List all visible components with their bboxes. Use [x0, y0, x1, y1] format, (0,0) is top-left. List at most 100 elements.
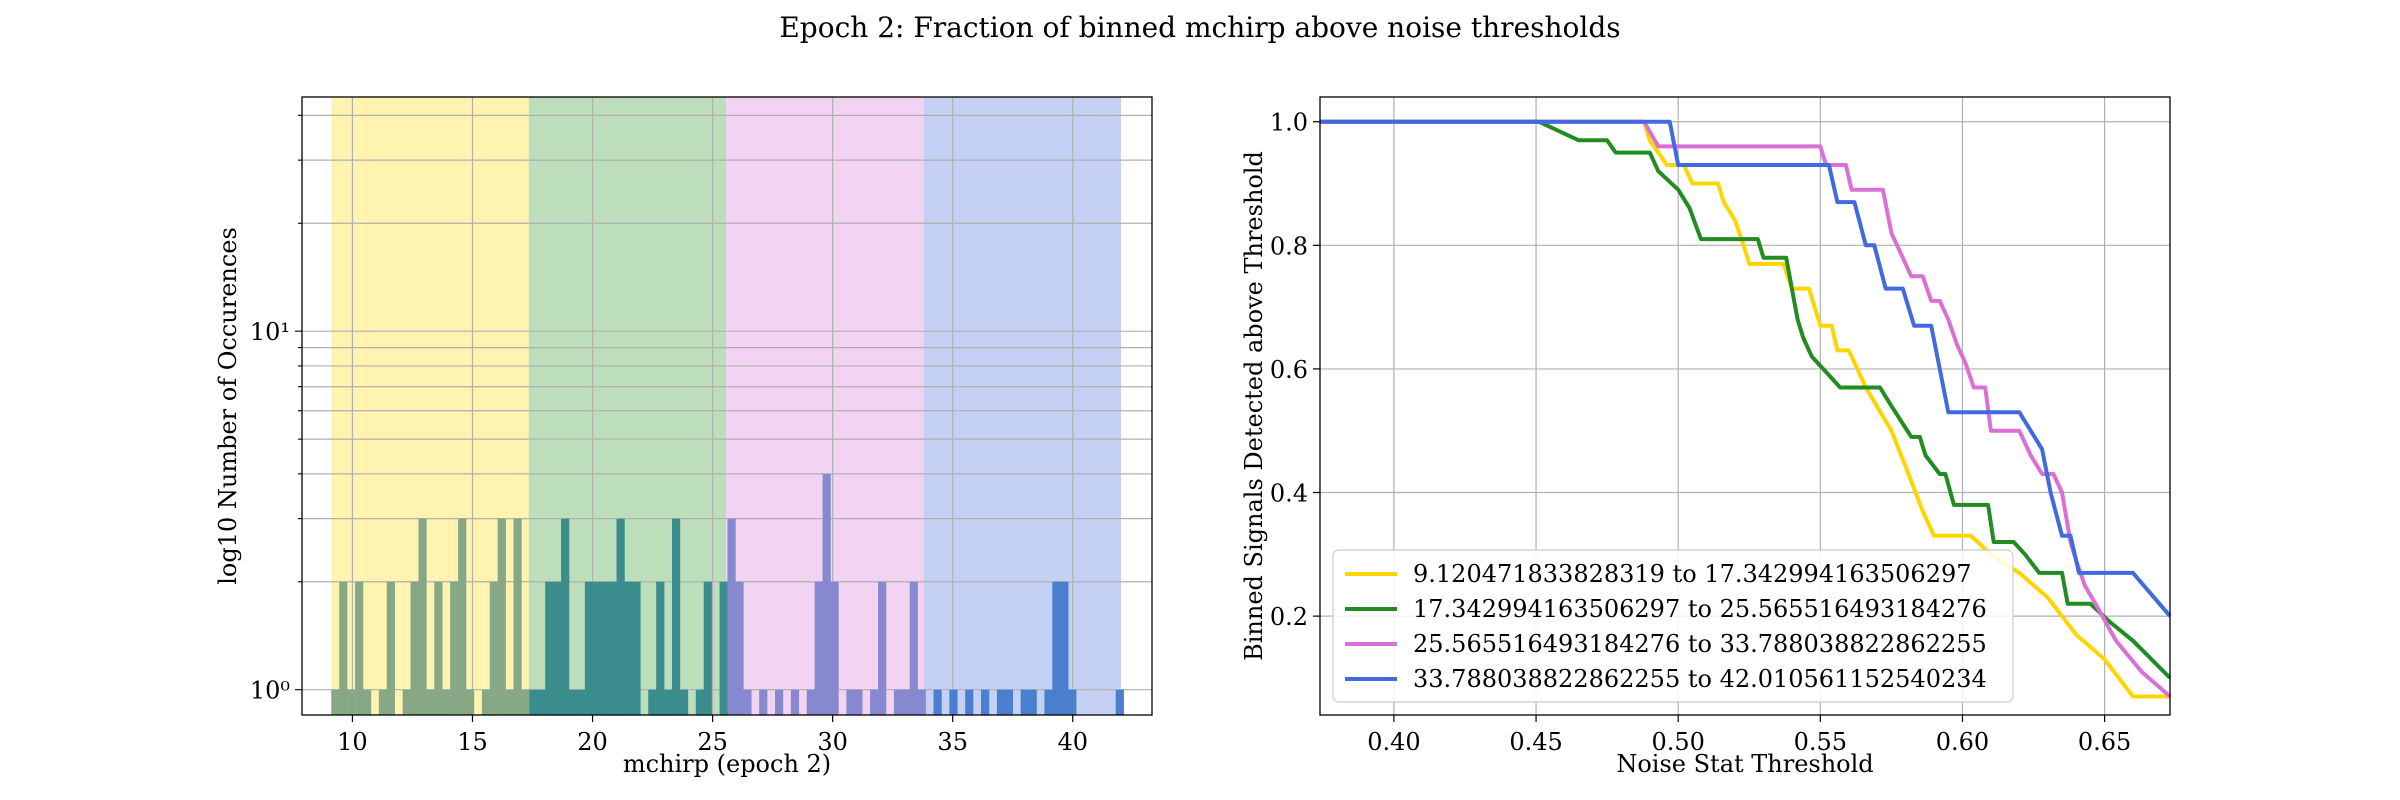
- legend-label-3: 25.565516493184276 to 33.788038822862255: [1413, 630, 1987, 658]
- histogram-bar: [672, 518, 681, 715]
- mchirp-band-4: [923, 97, 1122, 715]
- histogram-bar: [378, 689, 388, 715]
- histogram-bar: [965, 689, 974, 715]
- histogram-bar: [1068, 689, 1077, 715]
- histogram-bar: [1004, 689, 1014, 715]
- histogram-bar: [545, 581, 554, 715]
- histogram-bar: [1020, 689, 1029, 715]
- histogram-bar: [537, 689, 546, 715]
- histogram-bar: [418, 518, 427, 715]
- histogram-bar: [878, 581, 887, 715]
- x-tick-label: 0.40: [1367, 728, 1420, 756]
- histogram-bars: [331, 473, 1124, 715]
- histogram-bar: [996, 689, 1006, 715]
- histogram-x-label: mchirp (epoch 2): [623, 750, 831, 778]
- histogram-bar: [553, 581, 562, 715]
- legend-label-2: 17.342994163506297 to 25.565516493184276: [1413, 595, 1987, 623]
- histogram-bar: [893, 689, 903, 715]
- histogram-bar: [481, 689, 491, 715]
- histogram-bar: [1115, 689, 1124, 715]
- histogram-bar: [719, 581, 728, 715]
- histogram-bar: [759, 689, 768, 715]
- x-tick-label: 20: [577, 728, 608, 756]
- threshold-line-chart: 0.40 0.45 0.50 0.55 0.60 0.650.20.40.60.81.0 …: [1240, 96, 2172, 778]
- x-tick-label: 0.65: [2078, 728, 2131, 756]
- histogram-y-label: log10 Number of Occurences: [214, 227, 242, 585]
- histogram-bar: [592, 581, 601, 715]
- series-line-4: [1320, 119, 2172, 618]
- histogram-bar: [949, 689, 958, 715]
- histogram-bar: [870, 689, 879, 715]
- histogram-bar: [775, 689, 784, 715]
- histogram-ticks: 10 15 20 25 30 35 40 10⁰ 10¹: [250, 114, 1088, 756]
- y-tick-label: 10¹: [250, 318, 290, 346]
- histogram-bar: [450, 581, 459, 715]
- y-tick-label: 0.2: [1270, 603, 1308, 631]
- histogram-bar: [561, 518, 570, 715]
- y-tick-label: 0.8: [1270, 232, 1308, 260]
- line-chart-frame: [1319, 96, 2171, 716]
- histogram-bar: [664, 689, 673, 715]
- x-tick-label: 30: [817, 728, 848, 756]
- histogram-bar: [600, 581, 609, 715]
- figure-title: Epoch 2: Fraction of binned mchirp above…: [779, 11, 1620, 44]
- histogram-bar: [933, 689, 942, 715]
- y-tick-label: 1.0: [1270, 109, 1308, 137]
- histogram-bar: [648, 689, 657, 715]
- legend-box: [1332, 549, 2014, 703]
- x-tick-label: 25: [697, 728, 728, 756]
- histogram-bar: [489, 581, 498, 715]
- y-tick-label: 0.6: [1270, 356, 1308, 384]
- histogram-bar: [703, 581, 712, 715]
- line-chart-x-label: Noise Stat Threshold: [1616, 750, 1873, 778]
- histogram-bar: [901, 689, 911, 715]
- x-tick-label: 0.45: [1509, 728, 1562, 756]
- mchirp-bin-bands: [331, 97, 1122, 715]
- histogram-bar: [616, 518, 625, 715]
- histogram-bar: [679, 689, 689, 715]
- histogram-bar: [830, 581, 839, 715]
- histogram-bar: [497, 518, 506, 715]
- histogram-bar: [347, 689, 356, 715]
- histogram-bar: [362, 689, 372, 715]
- histogram-bar: [656, 581, 665, 715]
- y-tick-label: 0.4: [1270, 480, 1308, 508]
- histogram-grid: [302, 97, 1152, 715]
- histogram-bar: [822, 473, 831, 715]
- histogram-bar: [608, 581, 617, 715]
- histogram-bar: [402, 689, 411, 715]
- histogram-bar: [505, 689, 514, 715]
- histogram-bar: [569, 689, 578, 715]
- histogram-bar: [386, 581, 395, 715]
- histogram-bar: [790, 689, 800, 715]
- line-chart-ticks: 0.40 0.45 0.50 0.55 0.60 0.65 0.2 0.4 0.6 0.8 1.0: [1270, 109, 2132, 756]
- legend-label-4: 33.788038822862255 to 42.010561152540234: [1413, 665, 1987, 693]
- legend-label-1: 9.120471833828319 to 17.342994163506297: [1413, 560, 1972, 588]
- line-chart-y-label: Binned Signals Detected above Threshold: [1240, 151, 1268, 661]
- histogram-bar: [624, 581, 633, 715]
- x-tick-label: 35: [937, 728, 968, 756]
- histogram-frame: [301, 96, 1153, 716]
- histogram-bar: [814, 581, 823, 715]
- x-tick-label: 40: [1057, 728, 1088, 756]
- histogram-bar: [458, 518, 467, 715]
- histogram-bar: [355, 581, 364, 715]
- histogram-bar: [695, 689, 704, 715]
- histogram-bar: [909, 581, 918, 715]
- histogram-bar: [917, 689, 926, 715]
- histogram-bar: [727, 518, 736, 715]
- histogram-bar: [1052, 581, 1061, 715]
- legend: 9.120471833828319 to 17.342994163506297 1…: [1332, 549, 2014, 703]
- x-tick-label: 0.50: [1651, 728, 1704, 756]
- series-line-2: [1320, 119, 2172, 680]
- x-tick-label: 0.55: [1794, 728, 1847, 756]
- histogram-chart: 10 15 20 25 30 35 40 10⁰ 10¹ mchirp (epoch 2) lo…: [214, 96, 1153, 778]
- x-tick-label: 15: [457, 728, 488, 756]
- histogram-bar: [442, 689, 451, 715]
- histogram-bar: [735, 581, 744, 715]
- histogram-bar: [410, 581, 419, 715]
- histogram-bar: [434, 581, 443, 715]
- x-tick-label: 0.60: [1936, 728, 1989, 756]
- histogram-bar: [426, 689, 435, 715]
